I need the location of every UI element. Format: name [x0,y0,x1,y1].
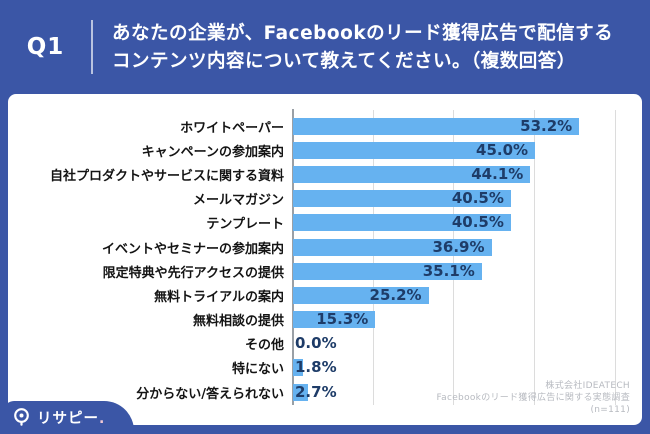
logo-text: リサピー. [37,411,106,427]
category-label: その他 [244,338,284,354]
category-label: ホワイトペーパー [180,120,284,136]
bar-zone: 40.5% [293,213,642,232]
chart-row: キャンペーンの参加案内 45.0% [8,138,642,162]
gridline [372,110,374,405]
gridline [453,110,455,405]
chart-row: メールマガジン 40.5% [8,187,642,211]
value-label: 15.3% [316,310,369,329]
category-label: キャンペーンの参加案内 [141,144,284,160]
chart-row: イベントやセミナーの参加案内 36.9% [8,235,642,259]
value-label: 40.5% [451,189,504,208]
bar [293,117,580,135]
bar [293,383,308,401]
header: Q1 あなたの企業が、Facebookのリード獲得広告で配信する コンテンツ内容… [0,0,650,94]
chart-row: テンプレート 40.5% [8,211,642,235]
bar-zone: 45.0% [293,140,642,159]
bar-zone: 0.0% [293,335,642,352]
value-label: 44.1% [471,164,524,183]
value-label: 36.9% [432,237,485,256]
question-text: あなたの企業が、Facebookのリード獲得広告で配信する コンテンツ内容につい… [112,20,640,76]
y-axis-line [292,109,294,405]
value-label: 53.2% [520,116,573,135]
bar-zone: 35.1% [293,261,642,280]
source-company: 株式会社IDEATECH [545,381,630,391]
category-label: 無料相談の提供 [192,314,284,330]
question-number: Q1 [26,34,65,60]
bar-zone: 53.2% [293,116,642,135]
chart-rows: ホワイトペーパー 53.2% キャンペーンの参加案内 45.0% 自社プロダクト… [8,114,642,404]
source-note: 株式会社IDEATECH Facebookのリード獲得広告に関する実態調査 (n… [437,380,631,416]
category-label: 分からない/答えられない [136,386,284,402]
chart-row: 自社プロダクトやサービスに関する資料 44.1% [8,162,642,186]
source-survey-title: Facebookのリード獲得広告に関する実態調査 [436,393,630,403]
gridline [534,110,536,405]
bar [293,141,536,159]
header-divider [91,20,93,74]
bar [293,262,482,280]
category-label: テンプレート [206,217,284,233]
bar-zone: 36.9% [293,237,642,256]
bar-zone: 40.5% [293,189,642,208]
bar [293,359,303,377]
category-label: イベントやセミナーの参加案内 [101,241,284,257]
category-label: 特にない [231,362,284,378]
bar-zone: 2.7% [293,382,642,401]
chart-row: その他 0.0% [8,332,642,356]
bar [293,286,429,304]
chart-row: 特にない 1.8% [8,356,642,380]
chart-row: 限定特典や先行アクセスの提供 35.1% [8,259,642,283]
value-label: 40.5% [451,213,504,232]
value-label: 0.0% [295,334,337,353]
value-label: 35.1% [422,261,475,280]
category-label: 自社プロダクトやサービスに関する資料 [49,168,284,184]
chart-row: 分からない/答えられない 2.7% [8,380,642,404]
gridline [614,110,616,405]
value-label: 1.8% [295,358,337,377]
chart-row: 無料トライアルの案内 25.2% [8,283,642,307]
value-label: 2.7% [295,382,337,401]
chart-row: 無料相談の提供 15.3% [8,308,642,332]
bar-zone: 44.1% [293,164,642,183]
category-label: メールマガジン [192,193,284,209]
chart-panel: ホワイトペーパー 53.2% キャンペーンの参加案内 45.0% 自社プロダクト… [8,94,642,425]
chart-row: ホワイトペーパー 53.2% [8,114,642,138]
bar [293,238,492,256]
value-label: 45.0% [476,140,529,159]
bar [293,311,376,329]
category-label: 限定特典や先行アクセスの提供 [102,265,284,281]
logo-period: . [99,411,106,427]
magnifier-pin-icon [14,408,29,426]
question-line-2: コンテンツ内容について教えてください。（複数回答） [112,51,576,72]
category-label: 無料トライアルの案内 [154,289,284,305]
bar [293,214,511,232]
source-sample-size: (n=111) [590,405,630,415]
plot-gridlines [8,94,642,425]
bar-zone: 25.2% [293,285,642,304]
bar-zone: 1.8% [293,358,642,377]
question-line-1: あなたの企業が、Facebookのリード獲得広告で配信する [112,23,614,44]
logo-bubble: リサピー. [4,401,134,434]
value-label: 25.2% [369,285,422,304]
bar [293,190,511,208]
bar-zone: 15.3% [293,310,642,329]
bar [293,165,531,183]
